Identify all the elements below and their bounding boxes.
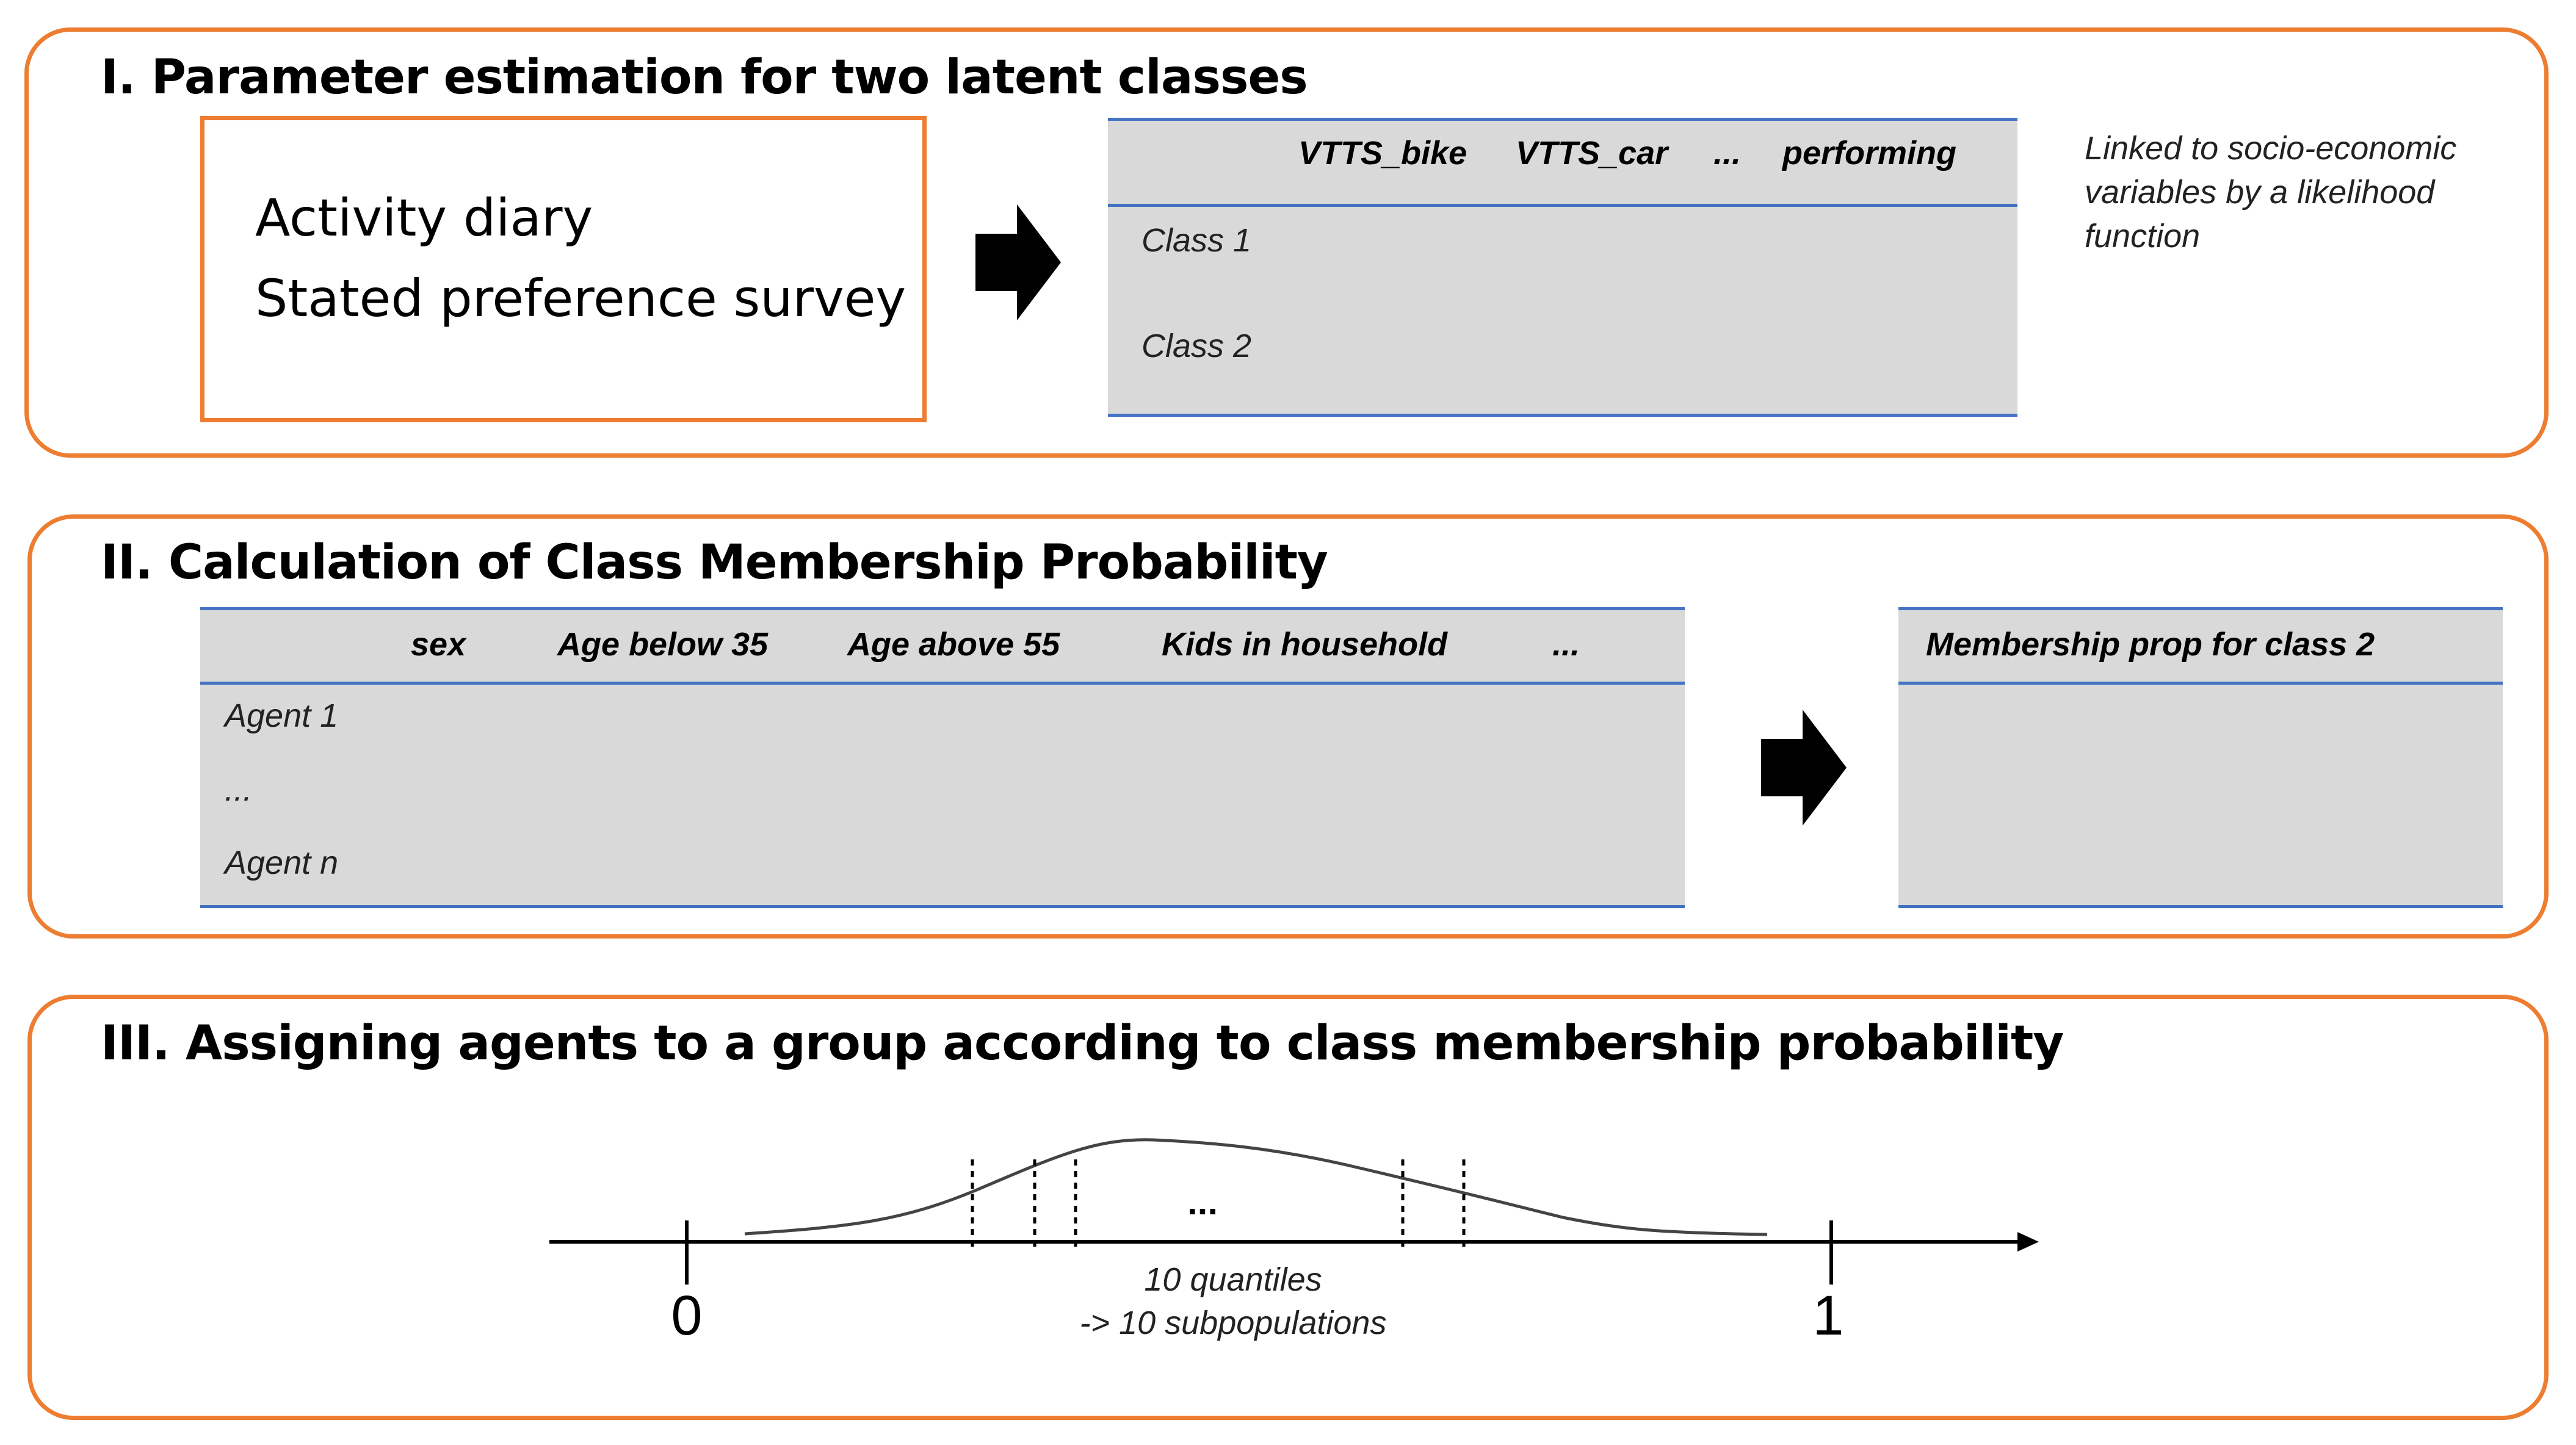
header-ellipsis: ...: [1552, 626, 1580, 663]
row-agent-n: Agent n: [225, 845, 339, 881]
row-agent-1: Agent 1: [225, 697, 339, 734]
distribution-curve: [744, 1138, 1768, 1236]
likelihood-note: Linked to socio-economic variables by a …: [2085, 130, 2457, 254]
arrow-right-icon: [975, 204, 1061, 320]
class-parameter-table: VTTS_bike VTTS_car ... performing Class …: [1108, 118, 2017, 417]
axis-arrowhead: [2017, 1232, 2039, 1252]
axis-label-one: 1: [1812, 1285, 1843, 1347]
quantile-ellipsis: ...: [1187, 1181, 1218, 1222]
row-class-1: Class 1: [1141, 222, 1252, 259]
input-data-box: [200, 116, 927, 422]
axis-label-zero: 0: [671, 1285, 702, 1347]
header-age-above-55: Age above 55: [847, 626, 1060, 663]
row-ellipsis: ...: [225, 771, 253, 808]
header-age-below-35: Age below 35: [557, 626, 769, 663]
distribution-axis: 0 1 ... 10 quantiles -> 10 subpopulation…: [549, 1138, 2039, 1347]
row-class-2: Class 2: [1141, 328, 1252, 364]
header-kids-in-household: Kids in household: [1162, 626, 1447, 663]
input-activity-diary: Activity diary: [255, 188, 593, 248]
header-sex: sex: [411, 626, 466, 663]
panel1-title: I. Parameter estimation for two latent c…: [101, 50, 1308, 105]
arrow-right-icon: [1761, 710, 1847, 826]
panel3-title: III. Assigning agents to a group accordi…: [101, 1016, 2064, 1071]
header-ellipsis: ...: [1713, 135, 1742, 171]
panel2-title: II. Calculation of Class Membership Prob…: [101, 535, 1328, 590]
subpopulations-caption: -> 10 subpopulations: [1080, 1305, 1387, 1341]
header-performing: performing: [1782, 135, 1957, 171]
agent-attribute-table: sex Age below 35 Age above 55 Kids in ho…: [200, 607, 1685, 908]
panel-assigning-agents: [27, 995, 2549, 1420]
quantiles-caption: 10 quantiles: [1144, 1261, 1322, 1298]
header-vtts-car: VTTS_car: [1516, 135, 1668, 171]
header-membership-prop: Membership prop for class 2: [1926, 626, 2375, 663]
header-vtts-bike: VTTS_bike: [1298, 135, 1467, 171]
input-stated-preference-survey: Stated preference survey: [255, 268, 906, 328]
membership-result-table: Membership prop for class 2: [1898, 607, 2503, 908]
